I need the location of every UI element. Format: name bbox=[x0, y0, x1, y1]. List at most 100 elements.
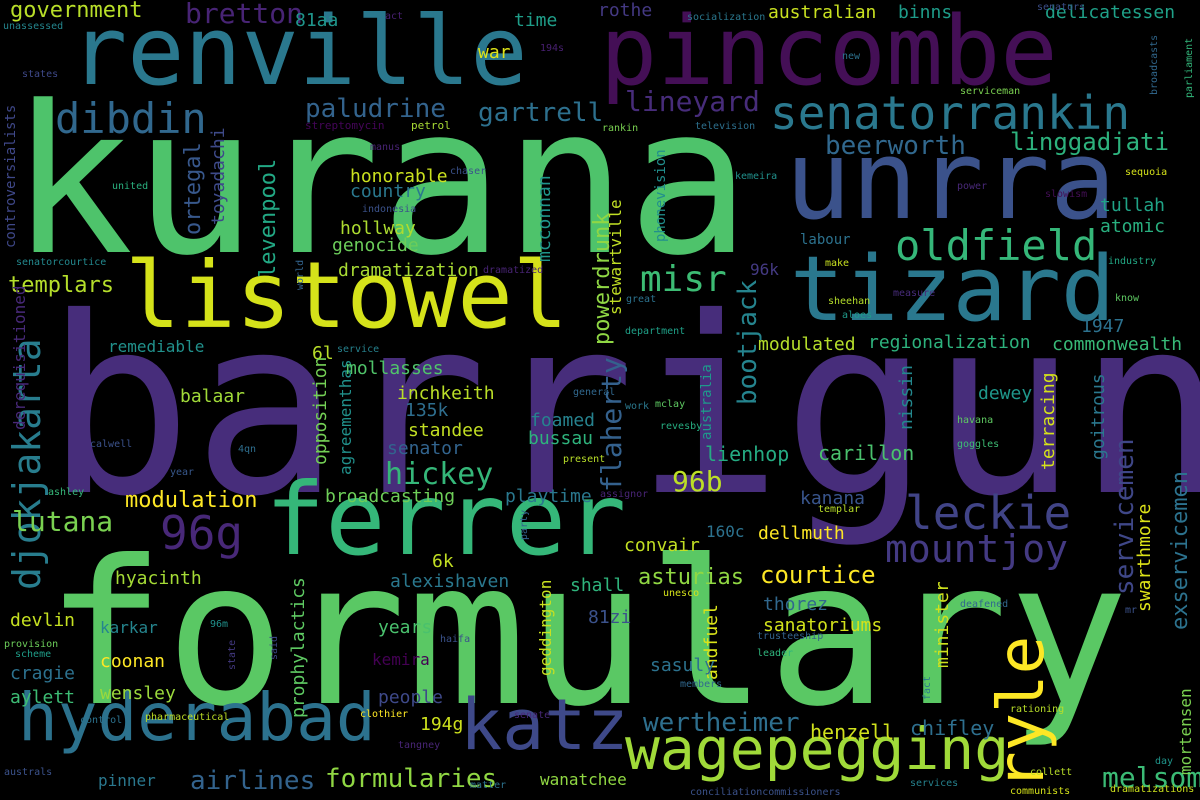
word-communists: communists bbox=[1010, 786, 1071, 797]
word-people: people bbox=[378, 687, 444, 708]
word-kurana: kurana bbox=[10, 63, 751, 301]
word-work: work bbox=[625, 401, 650, 412]
word-senatorcourtice: senatorcourtice bbox=[16, 257, 107, 268]
word-swarthmore: swarthmore bbox=[1134, 503, 1155, 612]
word-minister: minister bbox=[932, 581, 953, 668]
word-6l: 6l bbox=[312, 343, 334, 364]
word-time: time bbox=[514, 10, 558, 31]
word-unassessed: unassessed bbox=[3, 21, 64, 32]
word-160c: 160c bbox=[706, 522, 745, 541]
word-asturias: asturias bbox=[638, 565, 744, 590]
word-australs: australs bbox=[4, 767, 53, 778]
word-wanatchee: wanatchee bbox=[540, 770, 627, 789]
word-parliament: parliament bbox=[1184, 37, 1195, 98]
word-bussau: bussau bbox=[528, 428, 594, 449]
word-airlines: airlines bbox=[190, 766, 316, 796]
word-opposition: opposition bbox=[310, 356, 331, 465]
word-revesby: revesby bbox=[660, 421, 703, 432]
word-pincombe: pincombe bbox=[600, 0, 1058, 107]
word-carillon: carillon bbox=[818, 441, 915, 465]
word-96g: 96g bbox=[160, 506, 244, 560]
word-commonwealth: commonwealth bbox=[1052, 334, 1183, 355]
word-mcconnan: mcconnan bbox=[534, 175, 555, 262]
word-linggadjati: linggadjati bbox=[1010, 128, 1169, 156]
word-ortegal: ortegal bbox=[181, 142, 206, 235]
word-said: said bbox=[269, 635, 280, 660]
word-honorable: honorable bbox=[350, 166, 448, 187]
word-rankin: rankin bbox=[602, 123, 639, 134]
word-81aa: 81aa bbox=[295, 10, 339, 31]
word-karkar: karkar bbox=[100, 618, 158, 637]
word-toyadachi: toyadachi bbox=[208, 127, 229, 225]
word-aylett: aylett bbox=[10, 687, 76, 708]
word-lienhop: lienhop bbox=[705, 442, 790, 466]
word-provision: provision bbox=[4, 639, 59, 650]
word-96m: 96m bbox=[210, 619, 229, 630]
word-convair: convair bbox=[624, 535, 700, 556]
word-cragie: cragie bbox=[10, 663, 76, 684]
word-matter: matter bbox=[470, 780, 507, 791]
word-thorez: thorez bbox=[763, 594, 829, 615]
word-regionalization: regionalization bbox=[868, 332, 1031, 353]
word-stewartville: stewartville bbox=[606, 199, 625, 315]
word-services: services bbox=[910, 778, 959, 789]
word-1947: 1947 bbox=[1081, 316, 1125, 337]
word-world: world bbox=[295, 259, 306, 290]
word-broadcasts: broadcasts bbox=[1149, 34, 1160, 95]
word-hollway: hollway bbox=[340, 218, 416, 239]
word-act: act bbox=[385, 11, 404, 22]
word-dramatization: dramatization bbox=[338, 260, 479, 281]
word-mclay: mclay bbox=[655, 399, 686, 410]
word-kemeira: kemeira bbox=[735, 171, 778, 182]
word-194s: 194s bbox=[540, 43, 565, 54]
word-party: party bbox=[519, 509, 530, 540]
word-modulated: modulated bbox=[758, 334, 856, 355]
word-remediable: remediable bbox=[108, 337, 205, 356]
word-prophylactics: prophylactics bbox=[288, 577, 309, 718]
word-sanatoriums: sanatoriums bbox=[763, 615, 883, 636]
word-calwell: calwell bbox=[90, 439, 133, 450]
word-135k: 135k bbox=[405, 400, 449, 421]
word-gartrell: gartrell bbox=[478, 98, 604, 128]
word-96k: 96k bbox=[750, 260, 779, 279]
word-unrra: unrra bbox=[785, 116, 1117, 244]
word-trusteeship: trusteeship bbox=[757, 631, 824, 642]
word-194g: 194g bbox=[420, 714, 464, 735]
word-tangney: tangney bbox=[398, 740, 441, 751]
word-oldfield: oldfield bbox=[895, 221, 1098, 270]
word-lutana: lutana bbox=[12, 505, 114, 538]
word-deafened: deafened bbox=[960, 599, 1009, 610]
word-ferrer: ferrer bbox=[265, 461, 627, 578]
word-state: state bbox=[227, 639, 238, 670]
word-pinner: pinner bbox=[98, 771, 156, 790]
word-alexishaven: alexishaven bbox=[390, 571, 510, 592]
word-australian: australian bbox=[768, 2, 877, 23]
word-beerworth: beerworth bbox=[825, 131, 966, 161]
word-formulary: formulary bbox=[45, 518, 1129, 751]
word-henzell: henzell bbox=[810, 720, 895, 744]
word-4qn: 4qn bbox=[238, 444, 257, 455]
word-inchkeith: inchkeith bbox=[397, 383, 495, 404]
word-wagepegging: wagepegging bbox=[625, 715, 1010, 783]
word-year: year bbox=[170, 467, 195, 478]
word-hyderabad: hyderabad bbox=[18, 679, 376, 756]
word-sasuly: sasuly bbox=[650, 655, 716, 676]
word-goitrous: goitrous bbox=[1088, 373, 1109, 460]
word-dramatizations: dramatizations bbox=[1110, 784, 1195, 795]
word-assignor: assignor bbox=[600, 489, 649, 500]
word-war: war bbox=[478, 42, 511, 63]
word-senate: senate bbox=[514, 710, 551, 721]
word-leader: leader bbox=[757, 648, 794, 659]
word-department: department bbox=[625, 326, 686, 337]
word-tullah: tullah bbox=[1100, 195, 1166, 216]
word-courtice: courtice bbox=[760, 561, 876, 589]
word-control: control bbox=[80, 715, 123, 726]
word-hickey: hickey bbox=[385, 457, 494, 492]
word-manus: manus bbox=[370, 142, 401, 153]
word-chifley: chifley bbox=[910, 716, 995, 740]
word-slowism: slowism bbox=[1045, 189, 1088, 200]
word-scheme: scheme bbox=[15, 649, 52, 660]
word-phonevision: phonevision bbox=[653, 149, 669, 242]
word-mr: mr bbox=[1125, 605, 1138, 616]
word-wensley: wensley bbox=[100, 683, 176, 704]
